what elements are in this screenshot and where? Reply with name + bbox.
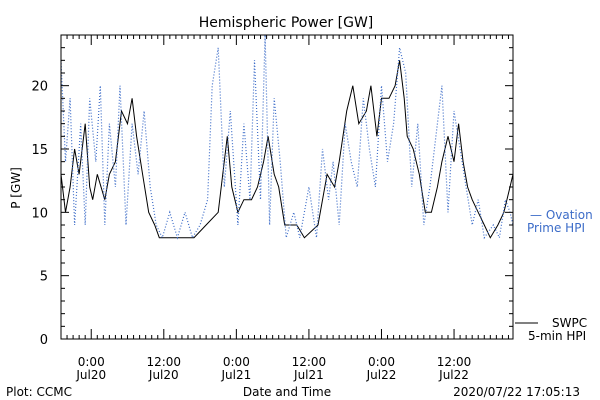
x-tick-label-time: 12:00 — [437, 355, 472, 369]
legend-ovation-line1: — Ovation — [530, 208, 593, 222]
series-ovation-prime-hpi — [60, 34, 514, 240]
x-tick-label-date: Jul20 — [148, 368, 179, 382]
x-tick-label-date: Jul21 — [293, 368, 324, 382]
x-tick-label-date: Jul21 — [220, 368, 251, 382]
legend-ovation-line2: Prime HPI — [527, 221, 585, 235]
y-tick-label: 10 — [31, 206, 48, 221]
x-tick-label-date: Jul22 — [366, 368, 397, 382]
y-tick-label: 5 — [40, 270, 48, 285]
x-tick-label-time: 0:00 — [368, 355, 395, 369]
y-axis: 0 5 10 15 20 — [31, 34, 513, 348]
chart-title: Hemispheric Power [GW] — [199, 15, 374, 31]
x-tick-label-date: Jul22 — [438, 368, 469, 382]
x-tick-label-time: 0:00 — [78, 355, 105, 369]
series-layer — [60, 34, 514, 240]
x-tick-label-time: 12:00 — [292, 355, 327, 369]
x-tick-label-time: 0:00 — [223, 355, 250, 369]
y-tick-label: 0 — [40, 333, 48, 348]
x-tick-label-time: 12:00 — [146, 355, 181, 369]
x-tick-label-date: Jul20 — [75, 368, 106, 382]
legend-swpc-line2: 5-min HPI — [528, 329, 586, 343]
series-swpc-5min-hpi — [60, 60, 514, 239]
legend-swpc-line1: SWPC — [552, 316, 587, 330]
footer-timestamp: 2020/07/22 17:05:13 — [453, 385, 580, 399]
y-tick-label: 15 — [31, 143, 48, 158]
y-tick-label: 20 — [31, 80, 48, 95]
x-axis: 0:00Jul2012:00Jul200:00Jul2112:00Jul210:… — [60, 35, 509, 382]
y-axis-label: P [GW] — [9, 167, 23, 209]
footer-plot-source: Plot: CCMC — [6, 385, 72, 399]
x-axis-label: Date and Time — [243, 385, 331, 399]
